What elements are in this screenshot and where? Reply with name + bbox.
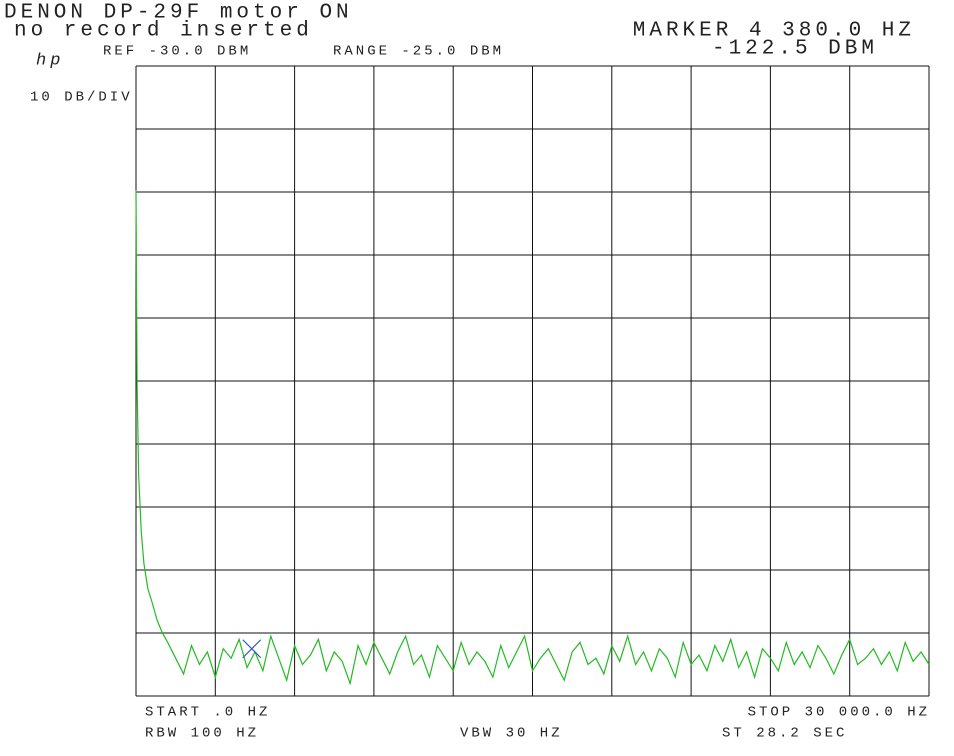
stop-label: STOP 30 000.0 HZ bbox=[748, 705, 930, 721]
subtitle: no record inserted bbox=[14, 20, 313, 43]
ref-label: REF -30.0 DBM bbox=[103, 44, 251, 60]
vbw-label: VBW 30 HZ bbox=[460, 726, 563, 742]
marker-value-label: -122.5 DBM bbox=[712, 38, 878, 61]
plot-area bbox=[135, 65, 930, 697]
scale-label: 10 DB/DIV bbox=[30, 90, 133, 106]
rbw-label: RBW 100 HZ bbox=[145, 726, 259, 742]
marker-label: MARKER 4 380.0 HZ bbox=[633, 20, 915, 43]
start-label: START .0 HZ bbox=[145, 705, 270, 721]
title: DENON DP-29F motor ON bbox=[4, 2, 353, 25]
sweep-label: ST 28.2 SEC bbox=[722, 726, 847, 742]
marker bbox=[242, 639, 262, 659]
trace bbox=[135, 190, 930, 686]
logo: hp bbox=[36, 51, 64, 70]
range-label: RANGE -25.0 DBM bbox=[333, 44, 504, 60]
